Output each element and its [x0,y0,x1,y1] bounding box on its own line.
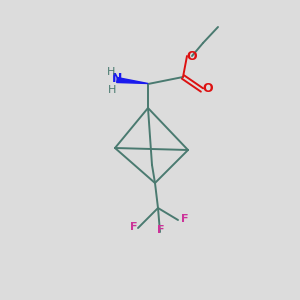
Text: O: O [203,82,213,95]
Text: O: O [187,50,197,62]
Text: F: F [157,225,165,235]
Text: F: F [181,214,189,224]
Polygon shape [117,77,148,83]
Text: N: N [112,73,122,85]
Text: F: F [130,222,138,232]
Text: H: H [107,67,115,77]
Text: H: H [108,85,116,95]
